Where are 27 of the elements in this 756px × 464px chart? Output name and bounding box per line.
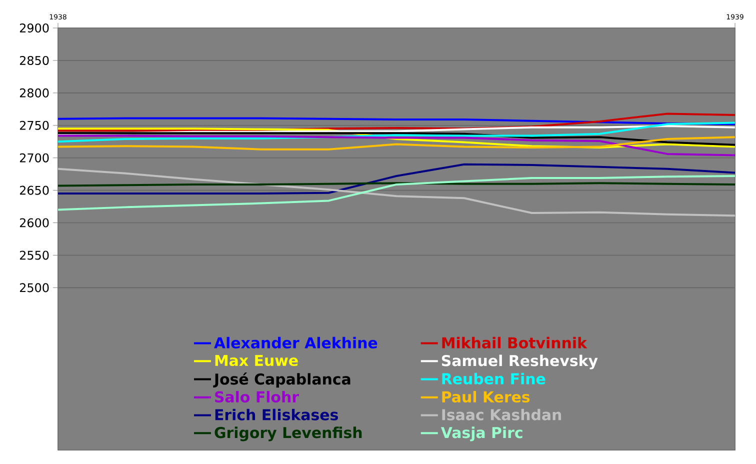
line-series [58, 125, 736, 135]
y-tick-label: 2750 [20, 120, 49, 130]
legend-label: Paul Keres [442, 390, 530, 403]
y-tick-label: 2700 [20, 153, 49, 162]
y-tick-label: 2550 [20, 250, 49, 260]
legend-label: Samuel Reshevsky [442, 354, 598, 370]
legend-label: Isaac Kashdan [442, 408, 562, 420]
y-tick-label: 2800 [20, 88, 49, 98]
line-series [58, 122, 736, 143]
legend-label: José Capablanca [213, 372, 350, 388]
legend-label: Reuben Fine [442, 372, 546, 384]
legend-label: Alexander Alekhine [214, 336, 378, 348]
line-series [58, 175, 736, 211]
y-tick-label: 2500 [20, 283, 49, 292]
line-series [58, 136, 736, 150]
legend-label: Grigory Levenfish [214, 426, 362, 442]
line-series [58, 168, 736, 217]
y-tick-label: 2650 [20, 186, 49, 195]
y-tick-label: 2600 [20, 218, 49, 228]
legend-label: Vasja Pirc [440, 426, 522, 442]
legend-label: Mikhail Botvinnik [442, 336, 588, 348]
legend-label: Erich Eliskases [215, 408, 338, 420]
y-tick-label: 2900 [20, 23, 49, 33]
legend-label: Max Euwe [215, 354, 298, 366]
line-series [58, 134, 736, 156]
legend-label: Salo Flohr [215, 390, 299, 403]
y-tick-label: 2850 [20, 56, 49, 65]
